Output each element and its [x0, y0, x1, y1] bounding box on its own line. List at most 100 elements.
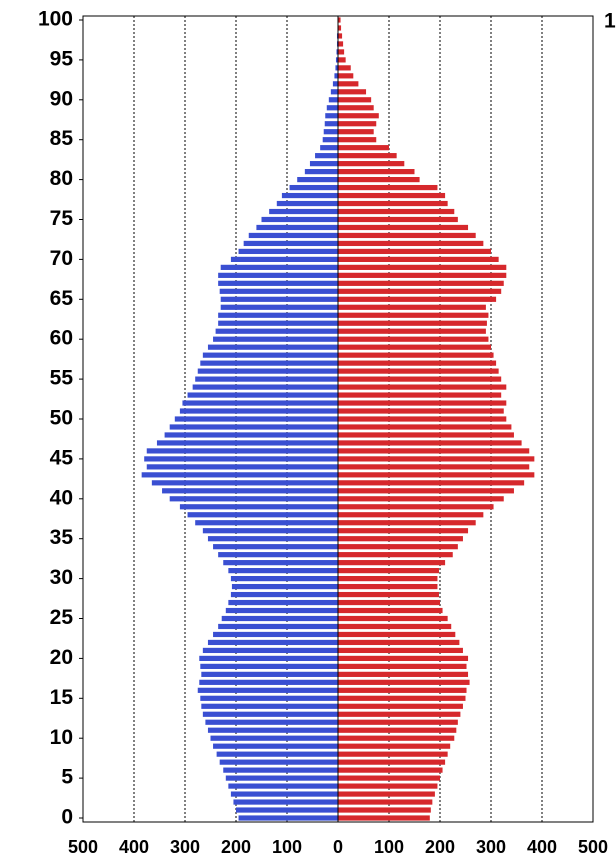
bar — [256, 224, 338, 231]
x-tick-label: 0 — [333, 837, 343, 857]
bar — [336, 41, 338, 47]
bar — [187, 392, 338, 398]
bar — [338, 376, 502, 382]
bar — [309, 161, 338, 167]
bar — [228, 568, 338, 574]
bar — [195, 376, 338, 382]
y-tick-label: 90 — [50, 87, 73, 110]
bar — [213, 631, 338, 638]
bar — [338, 711, 461, 717]
bar — [338, 161, 405, 167]
bar — [297, 176, 338, 183]
x-tick-label: 400 — [119, 837, 149, 857]
bar — [338, 743, 451, 749]
bar — [338, 591, 439, 598]
bar — [335, 65, 338, 71]
bar — [202, 647, 338, 654]
bar — [219, 759, 338, 765]
bar — [200, 663, 338, 669]
bar — [338, 568, 439, 574]
x-tick-label: 300 — [476, 837, 506, 857]
bar — [338, 65, 351, 71]
bar — [225, 607, 338, 614]
bar — [228, 783, 338, 789]
bar — [338, 137, 377, 143]
bar — [141, 472, 338, 478]
bar — [338, 200, 448, 207]
bar — [261, 216, 338, 223]
bar — [236, 807, 338, 813]
bar — [338, 328, 486, 334]
bar — [213, 544, 338, 550]
bar — [338, 528, 469, 534]
bar — [223, 767, 338, 773]
plot-frame — [82, 15, 594, 823]
y-tick-label: 5 — [61, 766, 73, 789]
bar — [338, 767, 443, 773]
bar — [187, 512, 338, 518]
bar — [338, 41, 344, 47]
bar — [201, 703, 338, 709]
bar — [289, 184, 338, 191]
bar — [338, 448, 530, 454]
bar — [281, 192, 338, 199]
bar — [201, 671, 338, 677]
bar — [323, 129, 338, 135]
bar — [207, 727, 338, 733]
bar — [216, 751, 338, 757]
bar — [338, 17, 341, 23]
y-tick-label: 20 — [50, 646, 73, 669]
bar — [338, 121, 377, 127]
bar — [269, 208, 338, 215]
bar — [338, 312, 489, 318]
bar — [174, 416, 338, 422]
bar — [338, 248, 491, 255]
bar — [328, 97, 338, 103]
bar — [338, 368, 499, 374]
bar — [338, 631, 456, 638]
bar — [324, 121, 338, 127]
bar — [322, 137, 338, 143]
bar — [338, 552, 453, 558]
bar — [156, 440, 338, 446]
y-tick-label: 95 — [50, 47, 74, 70]
bar — [338, 560, 446, 566]
bar — [334, 73, 338, 79]
bar — [338, 576, 438, 582]
bar — [213, 743, 338, 749]
bar — [220, 296, 338, 302]
bar — [338, 695, 466, 701]
y-tick-label: 100 — [38, 8, 73, 31]
bar — [230, 591, 338, 598]
bar — [218, 623, 338, 630]
bar — [338, 232, 476, 239]
bar — [169, 496, 338, 502]
bar — [202, 711, 338, 717]
bar — [338, 599, 440, 606]
y-tick-label: 85 — [50, 127, 74, 150]
bar — [338, 440, 522, 446]
bar — [230, 576, 338, 582]
bar — [338, 81, 359, 87]
bar — [220, 304, 338, 310]
bar — [338, 184, 438, 191]
bar — [338, 57, 346, 63]
bar — [338, 703, 463, 709]
bar — [164, 432, 338, 438]
x-tick-label: 200 — [425, 837, 455, 857]
bar — [202, 352, 338, 358]
y-tick-label: 70 — [50, 247, 73, 270]
bar — [338, 296, 497, 302]
bar — [179, 504, 338, 510]
bar — [338, 304, 486, 310]
bar — [218, 280, 338, 286]
bar — [338, 671, 469, 677]
bar — [332, 81, 338, 87]
bar — [219, 288, 338, 294]
bar — [238, 248, 338, 255]
bar — [338, 735, 455, 741]
bar — [338, 464, 530, 470]
bar — [207, 536, 338, 542]
bar — [338, 49, 345, 55]
bar — [338, 751, 448, 757]
